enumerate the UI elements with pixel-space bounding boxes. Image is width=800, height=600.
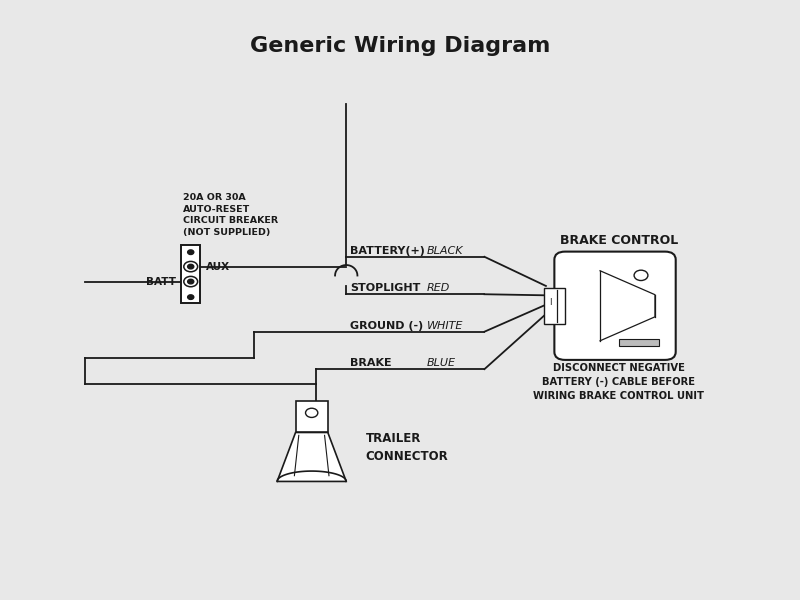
Circle shape [188, 250, 194, 254]
Text: RED: RED [427, 283, 450, 293]
Text: AUX: AUX [206, 262, 230, 272]
Circle shape [306, 408, 318, 418]
Circle shape [184, 277, 198, 287]
Circle shape [634, 270, 648, 281]
Text: WHITE: WHITE [427, 321, 463, 331]
Text: TRAILER
CONNECTOR: TRAILER CONNECTOR [366, 431, 448, 463]
Bar [544, 289, 565, 324]
Text: DISCONNECT NEGATIVE
BATTERY (-) CABLE BEFORE
WIRING BRAKE CONTROL UNIT: DISCONNECT NEGATIVE BATTERY (-) CABLE BE… [534, 364, 704, 401]
Text: Generic Wiring Diagram: Generic Wiring Diagram [250, 36, 550, 56]
Polygon shape [277, 433, 346, 481]
Bar [295, 401, 328, 433]
Bar [181, 245, 200, 303]
Bar [619, 339, 659, 346]
Circle shape [184, 262, 198, 272]
Text: BLACK: BLACK [427, 246, 463, 256]
Text: BRAKE: BRAKE [350, 358, 392, 368]
Text: I: I [550, 298, 552, 307]
Circle shape [188, 264, 194, 269]
Text: BATTERY(+): BATTERY(+) [350, 246, 425, 256]
Text: GROUND (-): GROUND (-) [350, 321, 423, 331]
Text: BLUE: BLUE [427, 358, 456, 368]
Text: STOPLIGHT: STOPLIGHT [350, 283, 421, 293]
Text: BATT: BATT [146, 277, 176, 287]
FancyBboxPatch shape [554, 251, 676, 360]
Text: 20A OR 30A
AUTO-RESET
CIRCUIT BREAKER
(NOT SUPPLIED): 20A OR 30A AUTO-RESET CIRCUIT BREAKER (N… [182, 193, 278, 236]
Text: BRAKE CONTROL: BRAKE CONTROL [560, 234, 678, 247]
Circle shape [188, 295, 194, 299]
Circle shape [188, 279, 194, 284]
